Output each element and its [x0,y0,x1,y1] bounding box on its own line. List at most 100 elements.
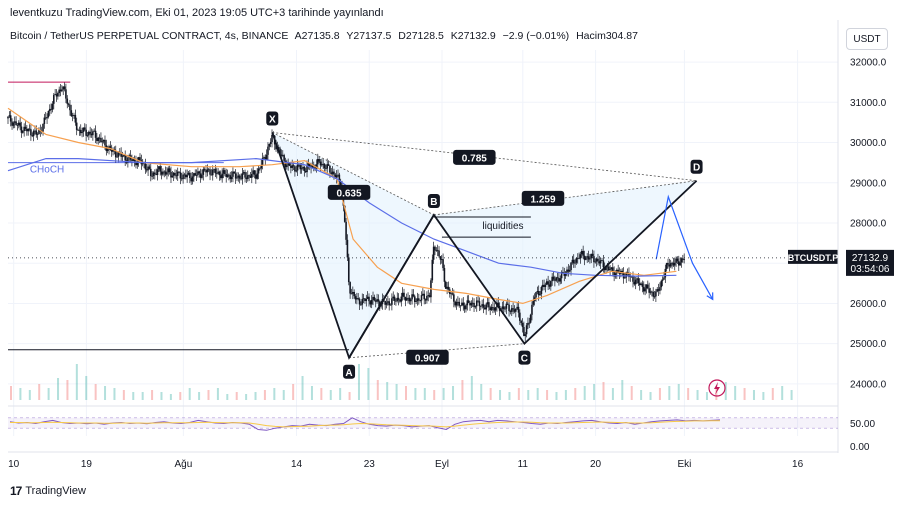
candle-body [164,171,167,175]
candle-body [286,165,288,168]
candle-body [32,130,35,137]
volume-bar [57,378,60,400]
candle-body [110,149,113,152]
candle-body [205,170,207,173]
candle-body [139,157,141,161]
price-change: −2.9 (−0.01%) [502,30,570,42]
candle-body [12,122,15,126]
candle-body [594,261,597,263]
candle-body [683,259,685,260]
price-tick-label: 29000.0 [850,178,887,189]
currency-button[interactable]: USDT [846,28,888,50]
candle-body [217,171,219,174]
candle-body [329,165,331,173]
candle-body [288,162,291,166]
candle-body [315,164,318,169]
candle-body [22,130,24,133]
candle-body [384,300,386,305]
candle-body [563,272,566,276]
price-tick-label: 26000.0 [850,299,887,310]
candle-body [176,171,179,176]
price-tick-label: 24000.0 [850,379,887,390]
candle-body [180,178,183,180]
forecast-path[interactable] [655,194,714,300]
time-tick-label: 20 [590,459,602,470]
candle-body [232,171,234,177]
volume-bar [630,386,633,400]
candle-body [397,297,400,300]
pattern-point-marker [518,350,531,365]
candle-body [642,286,645,292]
candle-body [73,114,75,116]
volume-bar [442,388,445,400]
lightning-icon[interactable] [708,379,726,397]
candle-body [454,301,456,306]
candle-body [614,273,617,277]
candle-body [482,304,485,308]
candle-body [147,166,149,171]
candle-body [559,278,562,282]
candle-body [222,170,225,174]
candle-body [46,116,48,119]
candle-body [492,307,494,308]
candle-body [279,148,281,155]
candle-body [463,305,466,310]
candle-body [127,157,129,163]
candle-body [240,178,242,180]
chart-annotation: liquidities [482,221,523,232]
candle-body [645,284,648,289]
candle-body [428,295,431,298]
candle-body [416,298,419,302]
volume-bar [160,392,163,400]
tradingview-logo[interactable]: 17 TradingView [10,484,86,498]
volume-bar [621,380,624,400]
candle-body [599,260,602,264]
candle-body [59,89,62,92]
volume-bar [19,388,22,400]
candle-body [349,282,351,294]
candle-body [283,155,285,161]
volume-bar [734,386,737,400]
candle-body [637,278,640,284]
candle-body [447,286,450,290]
candle-body [475,300,478,307]
candle-body [485,304,487,310]
candle-body [477,300,479,302]
candle-body [680,258,683,263]
candle-body [393,296,396,301]
volume-bar [301,376,304,400]
candle-body [225,174,228,178]
candle-body [54,94,56,95]
candle-body [532,300,535,305]
candle-body [104,139,106,146]
candle-body [473,302,475,308]
candle-body [458,301,461,306]
candle-body [412,294,415,297]
candle-body [579,254,582,259]
candle-body [648,288,650,293]
candle-body [294,166,296,172]
candle-body [311,164,314,169]
candle-body [175,175,178,177]
candle-body [660,280,663,288]
candle-body [510,308,513,312]
candle-body [420,295,423,301]
symbol-name[interactable]: Bitcoin / TetherUS PERPETUAL CONTRACT, 4… [10,30,289,42]
volume-bar [263,390,266,400]
candle-body [418,298,420,301]
candle-body [391,298,393,305]
candle-body [651,291,653,293]
chart-annotation: CHoCH [30,165,64,176]
ratio-label-box [327,184,371,200]
candle-body [290,165,292,168]
candle-body [470,302,473,306]
candle-body [469,302,471,306]
candle-body [408,297,411,302]
volume-bar [47,388,50,400]
candle-body [679,262,681,266]
candle-body [625,272,628,278]
candle-body [335,175,338,178]
candle-body [395,300,397,302]
candle-body [66,98,69,104]
